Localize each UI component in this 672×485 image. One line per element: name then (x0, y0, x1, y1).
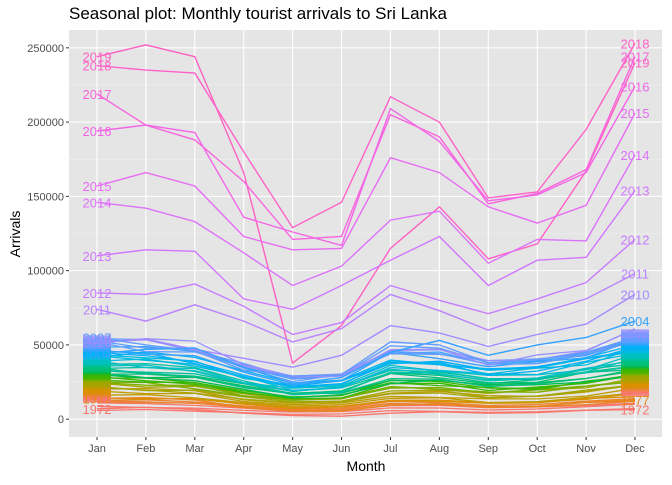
series-line-2018 (96, 43, 636, 229)
x-tick-label: Oct (529, 443, 546, 455)
x-tick-label: May (282, 443, 303, 455)
series-label-end-2015: 2015 (621, 106, 650, 121)
series-label-start-2019: 2019 (83, 50, 112, 65)
series-label-end-2016: 2016 (621, 79, 650, 94)
series-line-2013 (96, 189, 636, 311)
series-line (96, 384, 636, 404)
series-year-labels: 2019 201920182018201720172016201620152015… (83, 36, 650, 417)
y-tick-label: 250000 (27, 43, 64, 55)
series-line-2011 (96, 272, 636, 343)
series-line (96, 338, 636, 386)
series-label-start-2012: 2012 (83, 286, 112, 301)
series-label-start-2018: 2018 (83, 59, 112, 74)
series-label-end-2004: 2004 (621, 314, 650, 329)
y-axis-title: Arrivals (7, 211, 23, 258)
x-tick-label: Dec (625, 443, 645, 455)
chart-title: Seasonal plot: Monthly tourist arrivals … (69, 4, 448, 23)
series-line (96, 373, 636, 399)
background-series-lines (96, 328, 636, 416)
x-tick-label: Apr (235, 443, 252, 455)
series-line-2012 (96, 238, 636, 336)
series-line (96, 353, 636, 389)
series-line-1977 (96, 396, 636, 412)
series-label-end-1972: 1972 (621, 403, 650, 418)
labeled-series-lines (96, 43, 636, 417)
series-label-start-2013: 2013 (83, 249, 112, 264)
x-tick-label: Aug (430, 443, 450, 455)
y-axis: 0 50000 100000 150000 200000 250000 (27, 43, 69, 426)
x-tick-label: Jan (88, 443, 106, 455)
series-line (96, 387, 636, 406)
series-line-2004 (96, 320, 636, 385)
y-tick-label: 100000 (27, 266, 64, 278)
series-line (96, 344, 636, 384)
series-line-2007 (96, 336, 636, 377)
x-tick-label: Jul (383, 443, 397, 455)
series-line (96, 398, 636, 410)
x-axis: Jan Feb Mar Apr May Jun Jul Aug Sep Oct Nov Dec (88, 437, 645, 455)
series-label-start-2007: 2007 (83, 330, 112, 345)
series-line (96, 380, 636, 402)
series-label-start-1972: 1972 (83, 402, 112, 417)
series-label-end-2019: 2019 (621, 56, 650, 71)
series-line-2016 (96, 86, 636, 247)
x-tick-label: Mar (185, 443, 204, 455)
series-line (96, 352, 636, 392)
series-label-end-2017: 2017 (621, 50, 650, 65)
x-axis-title: Month (347, 458, 386, 474)
x-tick-label: Jun (333, 443, 351, 455)
series-label-start-2016: 2016 (83, 124, 112, 139)
series-line (96, 392, 636, 407)
series-line (96, 403, 636, 413)
y-tick-label: 0 (58, 414, 64, 426)
series-label-start-2014: 2014 (83, 195, 112, 210)
series-line-2014 (96, 154, 636, 287)
series-label-end-2013: 2013 (621, 183, 650, 198)
x-tick-label: Nov (576, 443, 596, 455)
series-label-start-2011: 2011 (83, 302, 111, 317)
series-label-end-2012: 2012 (621, 232, 650, 247)
series-label-end-2010: 2010 (621, 287, 650, 302)
series-label-end-2007: 2007 (621, 330, 650, 345)
series-line (96, 381, 636, 400)
series-label-start-2017: 2017 (83, 87, 112, 102)
series-label-end-2018: 2018 (621, 36, 650, 51)
series-line-1972 (96, 406, 636, 417)
y-tick-label: 200000 (27, 117, 64, 129)
y-tick-label: 50000 (33, 340, 64, 352)
series-line-2015 (96, 112, 636, 251)
series-label-end-2014: 2014 (621, 148, 650, 163)
series-label-start-1977: 1977 (83, 391, 112, 406)
y-tick-label: 150000 (27, 191, 64, 203)
series-line (96, 346, 636, 388)
series-line (96, 373, 636, 398)
label-cluster-left (83, 335, 111, 345)
series-label-start-2004: 2004 (83, 347, 112, 362)
series-label-start-2010: 2010 (83, 335, 112, 350)
series-label-end-2011: 2011 (621, 267, 649, 282)
label-cluster-right (621, 329, 649, 339)
series-label-start-2015: 2015 (83, 179, 112, 194)
x-tick-label: Sep (478, 443, 498, 455)
series-label-end-1977: 1977 (621, 393, 650, 408)
series-line-2019 (96, 44, 636, 365)
x-tick-label: Feb (136, 443, 155, 455)
